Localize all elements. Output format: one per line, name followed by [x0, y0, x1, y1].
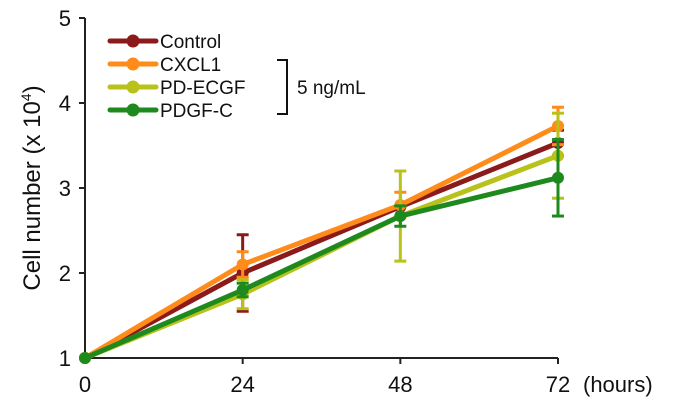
- x-unit-label: (hours): [583, 372, 653, 397]
- y-tick-label: 4: [59, 91, 71, 116]
- y-axis-title: Cell number (x 104): [18, 85, 46, 290]
- legend-swatch-marker: [126, 34, 140, 48]
- bracket-shape: [277, 59, 288, 115]
- data-point: [552, 171, 564, 184]
- legend-label: PD-ECGF: [160, 78, 246, 99]
- y-axis-title-unit: (x 10: [19, 101, 46, 154]
- y-axis-title-exponent: 4: [18, 93, 34, 101]
- legend-swatch-marker: [126, 103, 140, 117]
- y-ticks: 1 2 3 4 5: [59, 6, 85, 371]
- legend-bracket: 5 ng/mL: [277, 59, 366, 115]
- legend-swatch-marker: [126, 57, 140, 71]
- y-tick-label: 3: [59, 176, 71, 201]
- legend-label: CXCL1: [160, 55, 221, 76]
- legend-label: Control: [160, 32, 221, 53]
- x-tick-label: 24: [230, 372, 254, 397]
- series-line: [82, 175, 561, 361]
- x-ticks: 0 24 48 72: [79, 358, 570, 397]
- series-line: [82, 140, 561, 361]
- legend-swatch-marker: [126, 80, 140, 94]
- x-tick-label: 48: [388, 372, 412, 397]
- series-layer: [79, 105, 564, 364]
- x-tick-label: 0: [79, 372, 91, 397]
- series-cxcl1: [79, 105, 564, 364]
- data-point: [236, 258, 249, 271]
- bracket-note: 5 ng/mL: [297, 78, 366, 99]
- x-tick-label: 72: [546, 372, 570, 397]
- data-point: [79, 352, 91, 364]
- series-pdgf-c: [79, 138, 564, 364]
- legend-label: PDGF-C: [160, 101, 233, 122]
- data-point: [394, 210, 407, 223]
- y-tick-label: 5: [59, 6, 71, 31]
- y-tick-label: 2: [59, 261, 71, 286]
- series-line: [82, 123, 561, 361]
- axes: [84, 18, 558, 359]
- data-point: [236, 284, 249, 296]
- y-axis-title-main: Cell number: [19, 161, 46, 290]
- y-axis-title-close: ): [19, 85, 46, 93]
- y-tick-label: 1: [59, 346, 71, 371]
